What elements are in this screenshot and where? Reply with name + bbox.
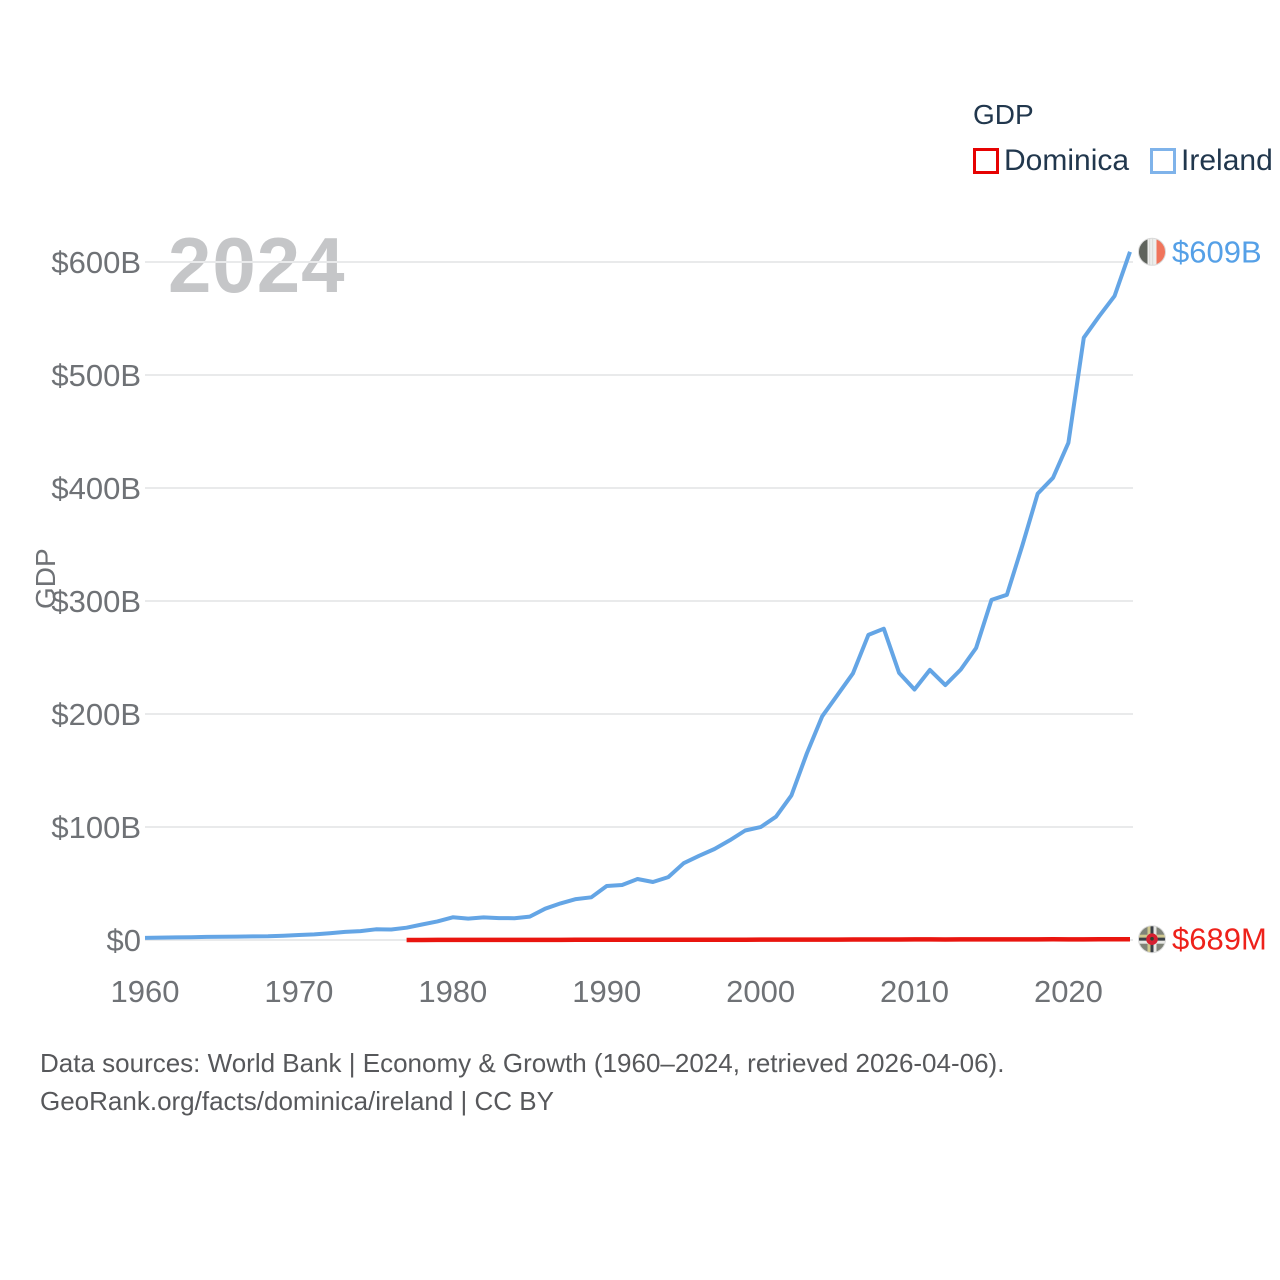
ireland-gdp-line[interactable] xyxy=(144,251,1132,940)
series-lines xyxy=(144,251,1132,943)
x-tick-label: 1960 xyxy=(111,974,180,1009)
dominica-gdp-line[interactable] xyxy=(406,936,1131,943)
data-source-footer: Data sources: World Bank | Economy & Gro… xyxy=(40,1044,1004,1120)
ireland-flag-icon[interactable] xyxy=(1138,237,1166,266)
x-tick-label: 2020 xyxy=(1034,974,1103,1009)
ireland-end-value-label: $609B xyxy=(1172,234,1262,269)
dominica-flag-icon[interactable] xyxy=(1138,925,1166,954)
gridlines xyxy=(145,261,1133,941)
legend-title: GDP xyxy=(973,99,1034,130)
current-year-watermark: 2024 xyxy=(168,221,346,309)
legend-item-dominica[interactable]: Dominica xyxy=(973,146,1129,176)
y-tick-label: $400B xyxy=(51,471,141,506)
y-tick-label: $600B xyxy=(51,245,141,280)
footer-attribution-line: GeoRank.org/facts/dominica/ireland | CC … xyxy=(40,1086,554,1116)
x-tick-label: 1970 xyxy=(264,974,333,1009)
axis-tick-labels: $0 $100B $200B $300B $400B $500B $600B 1960 1970… xyxy=(51,245,1103,1009)
y-tick-label: $500B xyxy=(51,358,141,393)
y-tick-label: $200B xyxy=(51,697,141,732)
y-tick-label: $300B xyxy=(51,584,141,619)
footer-sources-line: Data sources: World Bank | Economy & Gro… xyxy=(40,1048,1005,1078)
x-tick-label: 2010 xyxy=(880,974,949,1009)
x-tick-label: 2000 xyxy=(726,974,795,1009)
dominica-end-value-label: $689M xyxy=(1172,922,1267,957)
legend-label-dominica: Dominica xyxy=(1004,144,1130,177)
ireland-swatch-icon xyxy=(1150,148,1177,174)
legend-item-ireland[interactable]: Ireland xyxy=(1150,146,1273,176)
y-tick-label: $100B xyxy=(51,810,141,845)
legend-items-row: Dominica Ireland xyxy=(973,146,1273,176)
dominica-swatch-icon xyxy=(973,148,999,174)
x-tick-label: 1990 xyxy=(572,974,641,1009)
x-tick-label: 1980 xyxy=(418,974,487,1009)
legend-label-ireland: Ireland xyxy=(1181,144,1273,177)
y-tick-label: $0 xyxy=(107,923,141,958)
chart-legend: GDP Dominica Ireland xyxy=(973,99,1273,176)
